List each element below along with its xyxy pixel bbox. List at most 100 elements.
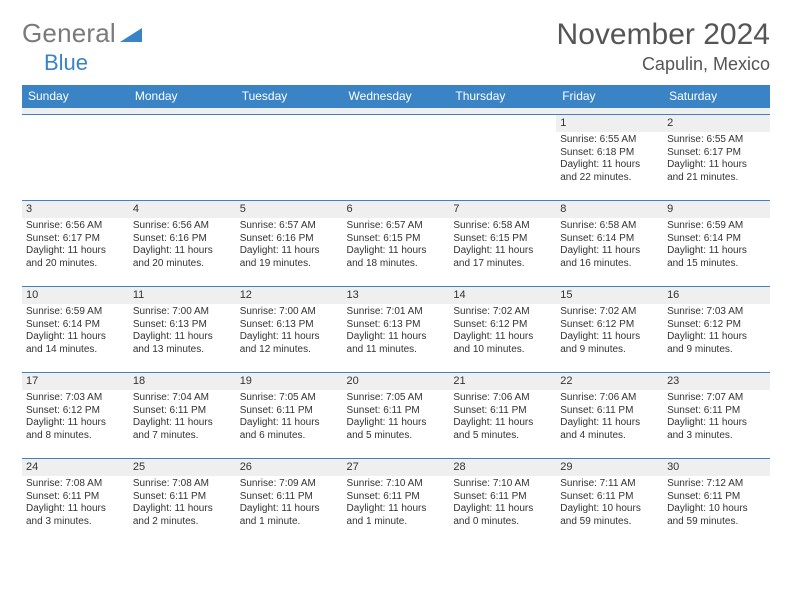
daylight-text: Daylight: 11 hours and 5 minutes. (453, 417, 552, 442)
daylight-text: Daylight: 11 hours and 5 minutes. (347, 417, 446, 442)
logo: General Blue (22, 18, 142, 49)
sunset-text: Sunset: 6:17 PM (26, 233, 125, 246)
sunrise-text: Sunrise: 7:05 AM (240, 392, 339, 405)
day-header-tuesday: Tuesday (236, 85, 343, 108)
day-cell: 15Sunrise: 7:02 AMSunset: 6:12 PMDayligh… (556, 286, 663, 372)
day-number: 29 (556, 459, 663, 477)
sunset-text: Sunset: 6:16 PM (240, 233, 339, 246)
sunset-text: Sunset: 6:15 PM (347, 233, 446, 246)
daylight-text: Daylight: 11 hours and 8 minutes. (26, 417, 125, 442)
day-cell: 24Sunrise: 7:08 AMSunset: 6:11 PMDayligh… (22, 458, 129, 544)
day-header-saturday: Saturday (663, 85, 770, 108)
sunset-text: Sunset: 6:11 PM (347, 405, 446, 418)
sunset-text: Sunset: 6:11 PM (560, 491, 659, 504)
week-row: 17Sunrise: 7:03 AMSunset: 6:12 PMDayligh… (22, 372, 770, 458)
daylight-text: Daylight: 11 hours and 19 minutes. (240, 245, 339, 270)
day-cell: 22Sunrise: 7:06 AMSunset: 6:11 PMDayligh… (556, 372, 663, 458)
sunrise-text: Sunrise: 6:56 AM (133, 220, 232, 233)
daylight-text: Daylight: 11 hours and 21 minutes. (667, 159, 766, 184)
day-number: 19 (236, 373, 343, 391)
day-cell: 9Sunrise: 6:59 AMSunset: 6:14 PMDaylight… (663, 200, 770, 286)
sunrise-text: Sunrise: 7:06 AM (560, 392, 659, 405)
day-number: 17 (22, 373, 129, 391)
week-row: 1Sunrise: 6:55 AMSunset: 6:18 PMDaylight… (22, 114, 770, 200)
day-number: 28 (449, 459, 556, 477)
day-number: 18 (129, 373, 236, 391)
sunrise-text: Sunrise: 6:59 AM (26, 306, 125, 319)
day-number: 26 (236, 459, 343, 477)
day-cell: 16Sunrise: 7:03 AMSunset: 6:12 PMDayligh… (663, 286, 770, 372)
day-cell: 2Sunrise: 6:55 AMSunset: 6:17 PMDaylight… (663, 114, 770, 200)
day-number: 11 (129, 287, 236, 305)
week-row: 3Sunrise: 6:56 AMSunset: 6:17 PMDaylight… (22, 200, 770, 286)
day-number: 23 (663, 373, 770, 391)
sunrise-text: Sunrise: 7:05 AM (347, 392, 446, 405)
daylight-text: Daylight: 11 hours and 12 minutes. (240, 331, 339, 356)
sunrise-text: Sunrise: 7:12 AM (667, 478, 766, 491)
day-cell: 23Sunrise: 7:07 AMSunset: 6:11 PMDayligh… (663, 372, 770, 458)
day-cell: 30Sunrise: 7:12 AMSunset: 6:11 PMDayligh… (663, 458, 770, 544)
sunrise-text: Sunrise: 6:59 AM (667, 220, 766, 233)
daylight-text: Daylight: 11 hours and 9 minutes. (560, 331, 659, 356)
week-row: 10Sunrise: 6:59 AMSunset: 6:14 PMDayligh… (22, 286, 770, 372)
sunset-text: Sunset: 6:13 PM (240, 319, 339, 332)
day-cell: 18Sunrise: 7:04 AMSunset: 6:11 PMDayligh… (129, 372, 236, 458)
day-cell: 29Sunrise: 7:11 AMSunset: 6:11 PMDayligh… (556, 458, 663, 544)
day-number: 30 (663, 459, 770, 477)
daylight-text: Daylight: 11 hours and 9 minutes. (667, 331, 766, 356)
sunset-text: Sunset: 6:17 PM (667, 147, 766, 160)
sunrise-text: Sunrise: 6:55 AM (560, 134, 659, 147)
sunrise-text: Sunrise: 7:10 AM (453, 478, 552, 491)
sunset-text: Sunset: 6:11 PM (133, 405, 232, 418)
day-number: 3 (22, 201, 129, 219)
sunrise-text: Sunrise: 7:07 AM (667, 392, 766, 405)
day-cell: 5Sunrise: 6:57 AMSunset: 6:16 PMDaylight… (236, 200, 343, 286)
day-cell: 27Sunrise: 7:10 AMSunset: 6:11 PMDayligh… (343, 458, 450, 544)
sunrise-text: Sunrise: 7:04 AM (133, 392, 232, 405)
sunrise-text: Sunrise: 6:58 AM (560, 220, 659, 233)
sunset-text: Sunset: 6:11 PM (347, 491, 446, 504)
sunset-text: Sunset: 6:11 PM (667, 491, 766, 504)
day-cell: 13Sunrise: 7:01 AMSunset: 6:13 PMDayligh… (343, 286, 450, 372)
day-number: 21 (449, 373, 556, 391)
daylight-text: Daylight: 11 hours and 18 minutes. (347, 245, 446, 270)
day-cell: 21Sunrise: 7:06 AMSunset: 6:11 PMDayligh… (449, 372, 556, 458)
daylight-text: Daylight: 11 hours and 10 minutes. (453, 331, 552, 356)
daylight-text: Daylight: 11 hours and 15 minutes. (667, 245, 766, 270)
sunrise-text: Sunrise: 7:02 AM (560, 306, 659, 319)
sunset-text: Sunset: 6:11 PM (667, 405, 766, 418)
day-cell (22, 114, 129, 200)
daylight-text: Daylight: 11 hours and 11 minutes. (347, 331, 446, 356)
header: General Blue November 2024 Capulin, Mexi… (22, 18, 770, 75)
day-number: 4 (129, 201, 236, 219)
day-number: 2 (663, 115, 770, 133)
day-cell: 11Sunrise: 7:00 AMSunset: 6:13 PMDayligh… (129, 286, 236, 372)
day-cell (129, 114, 236, 200)
sunset-text: Sunset: 6:11 PM (240, 491, 339, 504)
calendar-table: Sunday Monday Tuesday Wednesday Thursday… (22, 85, 770, 544)
day-number: 5 (236, 201, 343, 219)
logo-triangle-icon (120, 26, 142, 42)
sunrise-text: Sunrise: 7:03 AM (26, 392, 125, 405)
logo-text-2: Blue (44, 50, 88, 75)
day-number: 7 (449, 201, 556, 219)
sunrise-text: Sunrise: 7:01 AM (347, 306, 446, 319)
sunrise-text: Sunrise: 7:09 AM (240, 478, 339, 491)
day-cell: 28Sunrise: 7:10 AMSunset: 6:11 PMDayligh… (449, 458, 556, 544)
day-header-wednesday: Wednesday (343, 85, 450, 108)
day-cell: 19Sunrise: 7:05 AMSunset: 6:11 PMDayligh… (236, 372, 343, 458)
sunrise-text: Sunrise: 7:00 AM (133, 306, 232, 319)
sunrise-text: Sunrise: 6:56 AM (26, 220, 125, 233)
day-cell: 1Sunrise: 6:55 AMSunset: 6:18 PMDaylight… (556, 114, 663, 200)
day-cell (236, 114, 343, 200)
daylight-text: Daylight: 11 hours and 20 minutes. (26, 245, 125, 270)
day-cell: 25Sunrise: 7:08 AMSunset: 6:11 PMDayligh… (129, 458, 236, 544)
sunset-text: Sunset: 6:12 PM (26, 405, 125, 418)
sunset-text: Sunset: 6:11 PM (26, 491, 125, 504)
day-cell: 10Sunrise: 6:59 AMSunset: 6:14 PMDayligh… (22, 286, 129, 372)
day-header-monday: Monday (129, 85, 236, 108)
title-block: November 2024 Capulin, Mexico (557, 18, 770, 75)
day-header-thursday: Thursday (449, 85, 556, 108)
location-text: Capulin, Mexico (557, 54, 770, 75)
sunrise-text: Sunrise: 7:02 AM (453, 306, 552, 319)
